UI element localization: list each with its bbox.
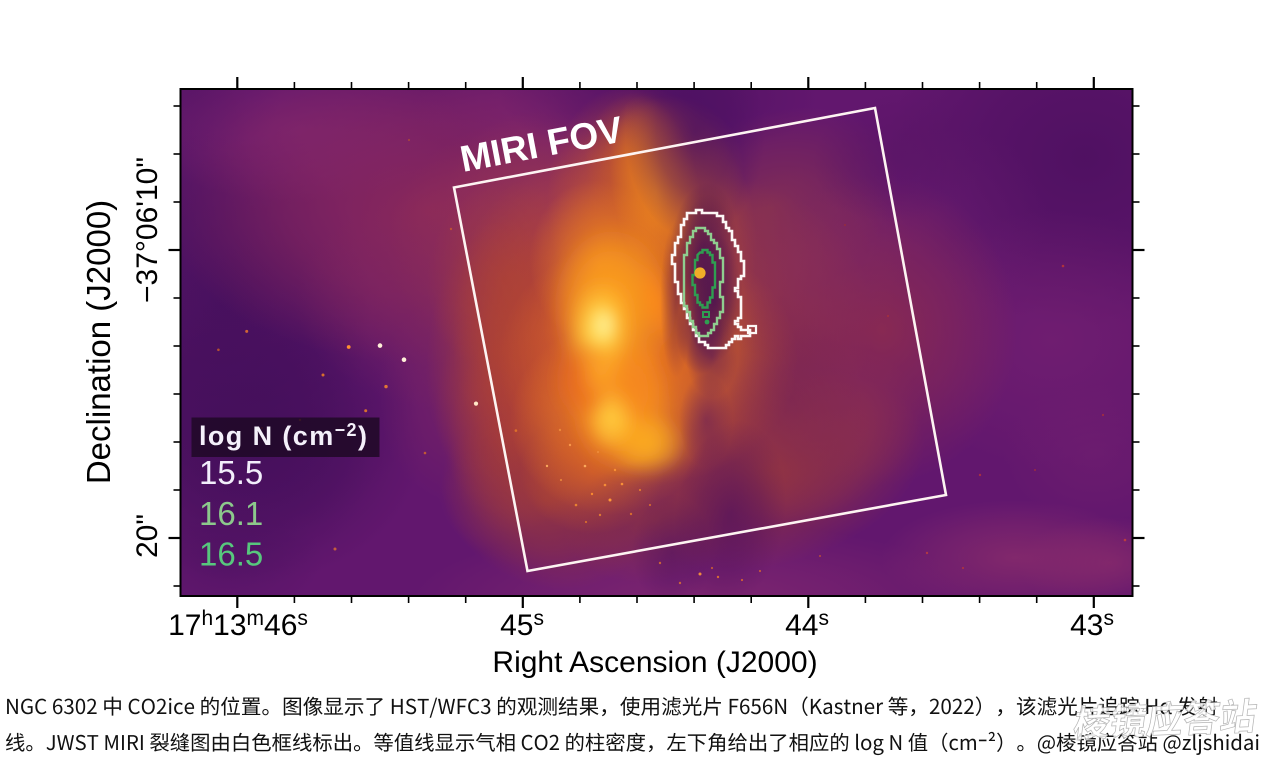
svg-text:15.5: 15.5: [199, 454, 263, 491]
svg-text:16.5: 16.5: [199, 536, 263, 573]
svg-text:−37°06'10": −37°06'10": [131, 157, 164, 303]
svg-text:45s: 45s: [500, 607, 544, 642]
svg-text:20": 20": [131, 514, 164, 558]
svg-text:Declination (J2000): Declination (J2000): [80, 200, 117, 484]
svg-text:43s: 43s: [1070, 607, 1114, 642]
svg-text:16.1: 16.1: [199, 495, 263, 532]
svg-text:Right Ascension (J2000): Right Ascension (J2000): [492, 646, 817, 679]
svg-text:17h13m46s: 17h13m46s: [168, 607, 308, 642]
svg-text:44s: 44s: [785, 607, 829, 642]
